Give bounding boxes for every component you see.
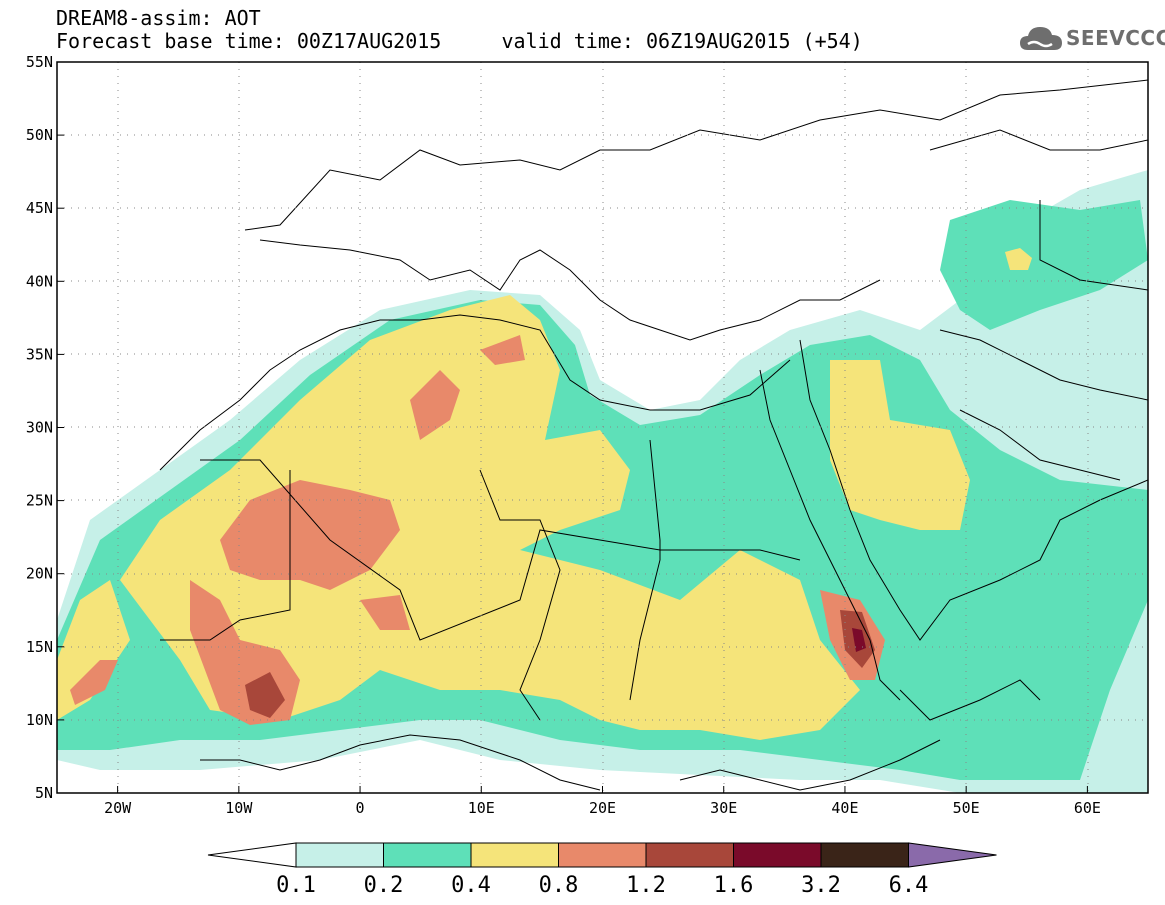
map-title: DREAM8-assim: AOT: [56, 6, 261, 30]
lon-tick-label: 50E: [953, 799, 980, 817]
longitude-ticks: 20W 10W 0 10E 20E 30E 40E 50E 60E: [104, 786, 1101, 817]
lon-tick-label: 60E: [1074, 799, 1101, 817]
colorbar-segment: [645, 842, 734, 868]
colorbar-under-arrow: [207, 842, 297, 868]
colorbar-segment: [558, 842, 647, 868]
lat-tick-label: 45N: [26, 199, 53, 217]
lat-tick-label: 25N: [26, 492, 53, 510]
lon-tick-label: 0: [356, 799, 365, 817]
cloud-icon: [1020, 27, 1062, 50]
graticule: [57, 62, 1148, 793]
logo-text: SEEVCCC: [1066, 26, 1165, 50]
lon-tick-label: 10E: [468, 799, 495, 817]
aot-band-0.8-westafrica: [220, 480, 400, 590]
colorbar-level-label: 3.2: [801, 873, 841, 898]
aot-band-0.8-atlas: [410, 370, 460, 440]
aot-band-1.6: [852, 628, 866, 652]
lon-tick-label: 10W: [225, 799, 253, 817]
colorbar-level-label: 0.8: [539, 873, 579, 898]
lon-tick-label: 20W: [104, 799, 132, 817]
colorbar-level-label: 0.4: [451, 873, 491, 898]
colorbar-over-arrow: [908, 842, 997, 868]
lat-tick-label: 40N: [26, 272, 53, 290]
aot-band-1.2: [245, 672, 285, 718]
colorbar-segment: [383, 842, 472, 868]
lat-tick-label: 20N: [26, 565, 53, 583]
lat-tick-label: 5N: [35, 784, 53, 802]
aot-band-0.8-westcoast: [70, 660, 118, 705]
colorbar-level-label: 1.2: [626, 873, 666, 898]
colorbar-segment: [733, 842, 822, 868]
lat-tick-label: 10N: [26, 711, 53, 729]
aot-band-0.4-arabia: [830, 360, 970, 530]
colorbar-segment: [820, 842, 909, 868]
colorbar-level-label: 0.2: [364, 873, 404, 898]
aot-band-0.4-caspian: [1005, 248, 1032, 270]
lat-tick-label: 30N: [26, 419, 53, 437]
lon-tick-label: 30E: [710, 799, 737, 817]
lat-tick-label: 15N: [26, 638, 53, 656]
colorbar-segment: [470, 842, 559, 868]
coastlines: [159, 79, 1148, 791]
lon-tick-label: 20E: [589, 799, 616, 817]
lat-tick-label: 35N: [26, 345, 53, 363]
colorbar-level-label: 6.4: [889, 873, 929, 898]
forecast-time-subtitle: Forecast base time: 00Z17AUG2015 valid t…: [56, 29, 863, 53]
aot-band-0.2-caspian: [940, 200, 1148, 330]
aot-band-0.4: [120, 295, 860, 740]
colorbar-segment: [295, 842, 384, 868]
colorbar-level-label: 1.6: [714, 873, 754, 898]
latitude-ticks: 55N 50N 45N 40N 35N 30N 25N 20N 15N 10N 5N: [26, 53, 64, 802]
lat-tick-label: 55N: [26, 53, 53, 71]
aot-band-0.8-libya: [360, 595, 410, 630]
lat-tick-label: 50N: [26, 126, 53, 144]
aot-band-0.8-tunisia: [480, 335, 525, 365]
aot-colorbar: 0.1 0.2 0.4 0.8 1.2 1.6 3.2 6.4: [207, 842, 997, 898]
lon-tick-label: 40E: [831, 799, 858, 817]
seevccc-logo: SEEVCCC: [1018, 20, 1165, 60]
colorbar-level-label: 0.1: [276, 873, 316, 898]
